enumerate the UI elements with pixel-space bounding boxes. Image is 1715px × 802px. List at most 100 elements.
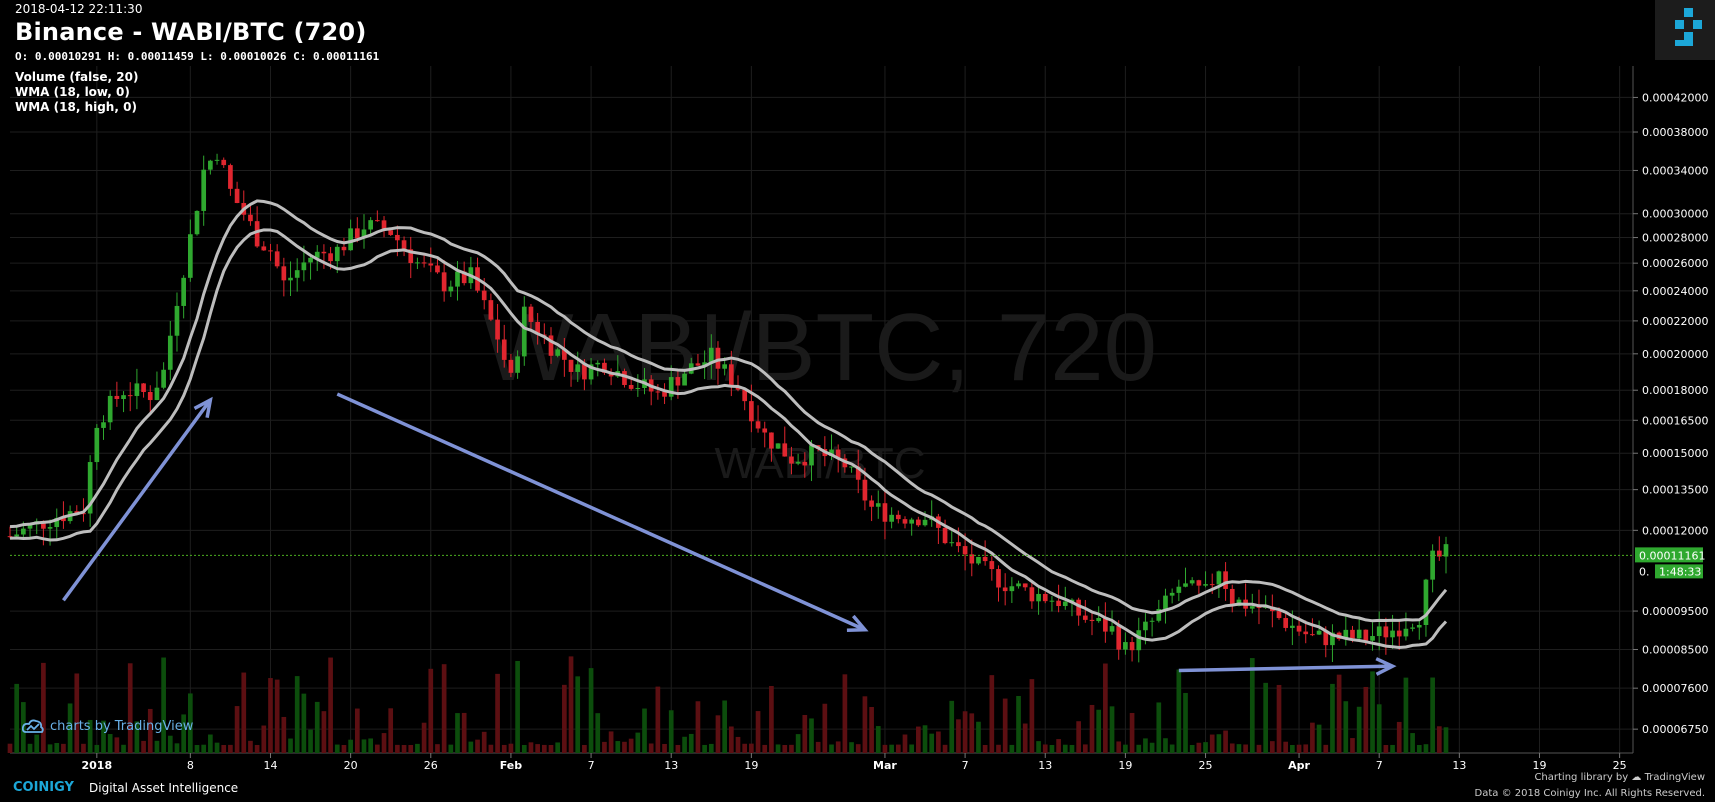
candle-body: [902, 519, 908, 524]
volume-bar: [361, 739, 367, 753]
volume-bar: [996, 744, 1001, 753]
volume-bar: [388, 708, 394, 753]
volume-bar: [341, 744, 347, 753]
volume-bar: [321, 711, 327, 753]
volume-bar: [1256, 744, 1262, 753]
volume-bar: [127, 663, 133, 753]
tradingview-badge[interactable]: charts by TradingView: [22, 718, 193, 734]
volume-bar: [1316, 724, 1322, 753]
y-tick-label: 0.00020000: [1642, 348, 1708, 361]
candle-body: [1223, 571, 1228, 589]
candle-body: [127, 395, 133, 397]
timestamp: 2018-04-12 22:11:30: [15, 2, 143, 16]
watermark-symbol: WABI/BTC, 720: [483, 294, 1157, 401]
candle-body: [161, 369, 166, 388]
volume-bar: [1163, 738, 1168, 753]
y-tick-label: 0.00015000: [1642, 447, 1708, 460]
candle-body: [495, 319, 500, 340]
volume-bar: [74, 673, 80, 753]
candle-body: [568, 359, 574, 372]
volume-bar: [916, 726, 921, 753]
candle-body: [1129, 642, 1135, 651]
candle-body: [21, 528, 26, 535]
candle-body: [1290, 625, 1295, 628]
volume-bar: [809, 718, 814, 753]
y-tick-label: 0.00038000: [1642, 126, 1708, 139]
volume-bar: [47, 744, 53, 753]
x-tick-label: 8: [187, 759, 194, 772]
x-tick-label: 13: [1038, 759, 1052, 772]
indicator-volume[interactable]: Volume (false, 20): [15, 70, 139, 84]
candle-body: [675, 377, 681, 386]
candle-body: [1203, 584, 1208, 586]
countdown-prefix-bg: [1635, 564, 1653, 579]
volume-bar: [548, 745, 554, 753]
candle-body: [1416, 624, 1422, 628]
volume-bar: [1390, 744, 1395, 753]
coinigy-brand[interactable]: COINIGY: [13, 780, 74, 795]
volume-bar: [815, 741, 821, 753]
candle-body: [1436, 550, 1442, 557]
candle-body: [909, 519, 915, 524]
last-price-label: 0.00011161: [1639, 549, 1705, 562]
candle-body: [308, 257, 313, 263]
candle-body: [1016, 583, 1021, 587]
candle-body: [1330, 632, 1335, 646]
candle-body: [515, 356, 520, 373]
volume-bar: [1436, 726, 1442, 753]
volume-bar: [1356, 706, 1362, 753]
candle-body: [321, 251, 327, 254]
candle-body: [461, 271, 467, 284]
volume-bar: [107, 734, 113, 753]
indicator-wma-high[interactable]: WMA (18, high, 0): [15, 100, 137, 114]
candle-body: [922, 519, 928, 526]
candle-body: [141, 383, 146, 392]
coinigy-logo-box[interactable]: [1655, 0, 1715, 60]
candle-body: [962, 546, 968, 555]
candle-body: [1356, 629, 1362, 639]
candle-body: [1323, 630, 1329, 646]
candle-body: [7, 536, 13, 538]
volume-bar: [762, 744, 768, 753]
volume-bar: [381, 733, 387, 753]
candle-body: [849, 466, 854, 468]
volume-bar: [582, 744, 587, 753]
y-tick-label: 0.00022000: [1642, 315, 1708, 328]
y-tick-label: 0.00013500: [1642, 484, 1708, 497]
candle-body: [368, 220, 374, 230]
candle-body: [521, 306, 527, 357]
candle-body: [582, 364, 587, 380]
volume-bar: [314, 701, 320, 753]
volume-bar: [1370, 671, 1375, 753]
candle-body: [1062, 601, 1068, 607]
volume-bar: [1263, 682, 1268, 753]
candle-body: [662, 391, 667, 397]
volume-bar: [835, 741, 841, 753]
candle-body: [1183, 583, 1188, 587]
volume-bar: [441, 664, 447, 753]
volume-bar: [61, 743, 66, 753]
candle-body: [742, 389, 748, 402]
candle-body: [1176, 586, 1182, 593]
volume-bar: [1336, 674, 1342, 753]
candle-body: [94, 427, 100, 463]
x-tick-label: 7: [962, 759, 969, 772]
candle-body: [1350, 629, 1355, 639]
candle-body: [1022, 583, 1028, 588]
candle-body: [869, 500, 874, 507]
volume-bar: [655, 686, 661, 753]
candle-body: [755, 421, 761, 429]
indicator-wma-low[interactable]: WMA (18, low, 0): [15, 85, 130, 99]
candle-body: [809, 445, 814, 466]
volume-bar: [949, 700, 955, 753]
charting-credit[interactable]: Charting library by ☁ TradingView: [1534, 772, 1705, 783]
candle-body: [1249, 606, 1255, 609]
volume-bar: [1196, 742, 1202, 753]
volume-bar: [1376, 704, 1382, 753]
chart-header: 2018-04-12 22:11:30 Binance - WABI/BTC (…: [15, 2, 379, 63]
volume-bar: [1343, 701, 1349, 753]
volume-bar: [1082, 744, 1088, 753]
candle-body: [1363, 629, 1369, 641]
volume-bar: [348, 739, 353, 753]
